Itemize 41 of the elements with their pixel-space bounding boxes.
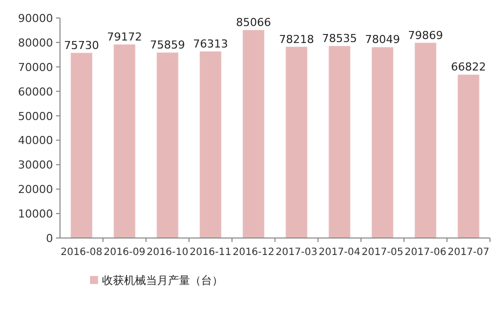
y-tick-label: 70000 — [18, 60, 53, 74]
bar — [414, 42, 436, 238]
y-tick-label: 0 — [46, 232, 53, 245]
x-tick-label: 2016-08 — [60, 247, 102, 258]
x-tick-label: 2016-12 — [232, 247, 274, 258]
data-label: 75859 — [150, 38, 185, 52]
y-tick-label: 20000 — [18, 183, 53, 196]
data-label: 78049 — [365, 33, 400, 46]
bar — [242, 30, 264, 238]
legend-label: 收获机械当月产量（台） — [102, 274, 223, 287]
bar — [200, 51, 222, 238]
data-label: 79172 — [107, 30, 142, 44]
bar — [458, 74, 480, 238]
data-label: 66822 — [451, 60, 486, 74]
x-tick-label: 2017-03 — [276, 247, 318, 258]
bar — [372, 47, 394, 238]
y-tick-label: 80000 — [18, 36, 53, 50]
x-tick-label: 2017-04 — [318, 247, 360, 258]
data-label: 85066 — [236, 16, 271, 30]
bar — [328, 46, 350, 238]
bar — [156, 52, 178, 238]
y-tick-label: 60000 — [18, 85, 53, 98]
data-label: 78218 — [279, 32, 314, 46]
x-tick-label: 2016-10 — [146, 247, 188, 258]
data-label: 79869 — [408, 28, 443, 42]
data-label: 75730 — [64, 38, 99, 52]
bar — [286, 46, 308, 238]
x-tick-label: 2017-05 — [362, 247, 404, 258]
y-tick-label: 50000 — [18, 110, 53, 123]
y-tick-label: 30000 — [18, 158, 53, 172]
x-tick-label: 2016-11 — [190, 247, 232, 258]
y-tick-label: 40000 — [18, 134, 53, 148]
data-label: 76313 — [193, 37, 228, 50]
bar — [114, 44, 136, 238]
data-label: 78535 — [322, 32, 357, 46]
x-tick-label: 2016-09 — [104, 247, 146, 258]
y-tick-label: 90000 — [18, 12, 53, 25]
y-tick-label: 10000 — [18, 208, 53, 221]
x-tick-label: 2017-07 — [448, 247, 490, 258]
bar — [70, 52, 92, 238]
x-tick-label: 2017-06 — [404, 247, 446, 258]
